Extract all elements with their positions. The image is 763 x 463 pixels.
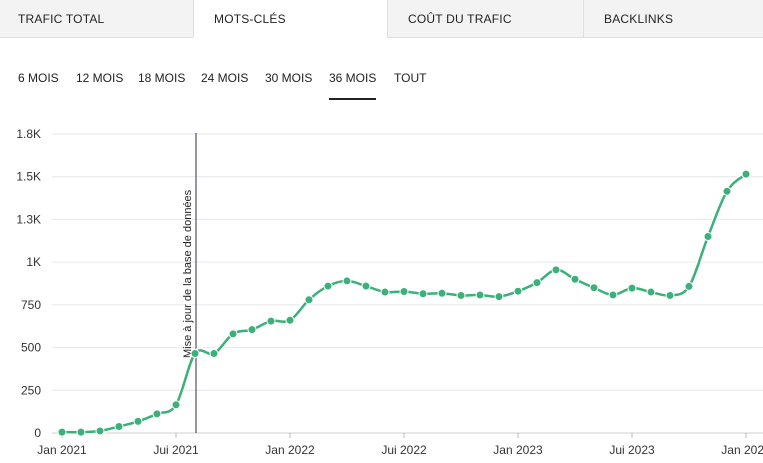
data-point[interactable] xyxy=(741,169,751,179)
data-point[interactable] xyxy=(475,290,485,300)
data-point[interactable] xyxy=(76,427,86,437)
data-point[interactable] xyxy=(665,290,675,300)
data-point[interactable] xyxy=(646,287,656,297)
data-point[interactable] xyxy=(342,276,352,286)
data-point[interactable] xyxy=(114,422,124,432)
data-point[interactable] xyxy=(589,283,599,293)
tab-label: MOTS-CLÉS xyxy=(214,11,286,26)
data-point[interactable] xyxy=(304,295,314,305)
tab-label: TRAFIC TOTAL xyxy=(18,11,105,26)
x-tick-label: Jui 2021 xyxy=(153,443,199,457)
data-point[interactable] xyxy=(152,409,162,419)
data-point[interactable] xyxy=(494,292,504,302)
y-tick-label: 250 xyxy=(21,383,41,397)
range-12-mois[interactable]: 12 MOIS xyxy=(76,71,124,85)
data-point[interactable] xyxy=(57,427,67,437)
annotation: Mise à jour de la base de données xyxy=(182,133,197,433)
data-point[interactable] xyxy=(247,325,257,335)
range-tout[interactable]: TOUT xyxy=(394,71,427,85)
data-point[interactable] xyxy=(209,349,219,359)
x-tick-label: Jui 2022 xyxy=(381,443,427,457)
data-point[interactable] xyxy=(418,289,428,299)
data-point[interactable] xyxy=(190,349,200,359)
data-point[interactable] xyxy=(570,274,580,284)
tab-mots-cles[interactable]: MOTS-CLÉS xyxy=(193,0,388,38)
y-tick-label: 1K xyxy=(26,255,41,269)
range-24-mois[interactable]: 24 MOIS xyxy=(201,71,249,85)
grid-lines xyxy=(52,133,763,434)
range-30-mois[interactable]: 30 MOIS xyxy=(265,71,313,85)
data-point[interactable] xyxy=(361,281,371,291)
tab-trafic-total[interactable]: TRAFIC TOTAL xyxy=(0,0,193,38)
data-point[interactable] xyxy=(456,290,466,300)
data-point[interactable] xyxy=(551,265,561,275)
y-tick-label: 1.5K xyxy=(16,170,41,184)
metric-tabs: TRAFIC TOTAL MOTS-CLÉS COÛT DU TRAFIC BA… xyxy=(0,0,763,38)
data-point[interactable] xyxy=(513,286,523,296)
range-6-mois[interactable]: 6 MOIS xyxy=(18,71,59,85)
data-point[interactable] xyxy=(380,287,390,297)
tab-label: COÛT DU TRAFIC xyxy=(408,11,512,26)
y-axis-ticks: 0 250 500 750 1K 1.3K 1.5K 1.8K xyxy=(16,127,41,440)
x-tick-label: Jui 2023 xyxy=(609,443,655,457)
series-keywords xyxy=(57,169,751,437)
data-point[interactable] xyxy=(684,281,694,291)
tab-backlinks[interactable]: BACKLINKS xyxy=(583,0,763,38)
data-point[interactable] xyxy=(266,316,276,326)
data-point[interactable] xyxy=(133,416,143,426)
tab-cout-du-trafic[interactable]: COÛT DU TRAFIC xyxy=(388,0,583,38)
data-point[interactable] xyxy=(703,232,713,242)
data-point[interactable] xyxy=(608,290,618,300)
data-point[interactable] xyxy=(171,400,181,410)
x-tick-label: Jan 2022 xyxy=(265,443,315,457)
x-tick-label: Jan 2021 xyxy=(37,443,87,457)
range-18-mois[interactable]: 18 MOIS xyxy=(138,71,186,85)
data-point[interactable] xyxy=(437,288,447,298)
data-point[interactable] xyxy=(323,281,333,291)
annotation-label: Mise à jour de la base de données xyxy=(182,189,194,358)
data-point[interactable] xyxy=(399,287,409,297)
y-tick-label: 500 xyxy=(21,341,41,355)
y-tick-label: 1.8K xyxy=(16,127,41,141)
series-line xyxy=(61,173,747,434)
data-point[interactable] xyxy=(722,186,732,196)
data-point[interactable] xyxy=(285,315,295,325)
x-tick-label: Jan 2023 xyxy=(493,443,543,457)
time-range-selector: 6 MOIS 12 MOIS 18 MOIS 24 MOIS 30 MOIS 3… xyxy=(0,70,763,100)
y-tick-label: 0 xyxy=(34,426,41,440)
range-36-mois[interactable]: 36 MOIS xyxy=(329,70,377,100)
data-point[interactable] xyxy=(532,278,542,288)
y-tick-label: 1.3K xyxy=(16,212,41,226)
tab-label: BACKLINKS xyxy=(604,11,674,26)
x-axis-ticks: Jan 2021 Jui 2021 Jan 2022 Jui 2022 Jan 2023… xyxy=(37,433,763,457)
data-point[interactable] xyxy=(228,329,238,339)
data-point[interactable] xyxy=(627,283,637,293)
data-point[interactable] xyxy=(95,426,105,436)
series-line-halo xyxy=(61,171,749,436)
y-tick-label: 750 xyxy=(21,298,41,312)
x-tick-label: Jan 2024 xyxy=(721,443,763,457)
